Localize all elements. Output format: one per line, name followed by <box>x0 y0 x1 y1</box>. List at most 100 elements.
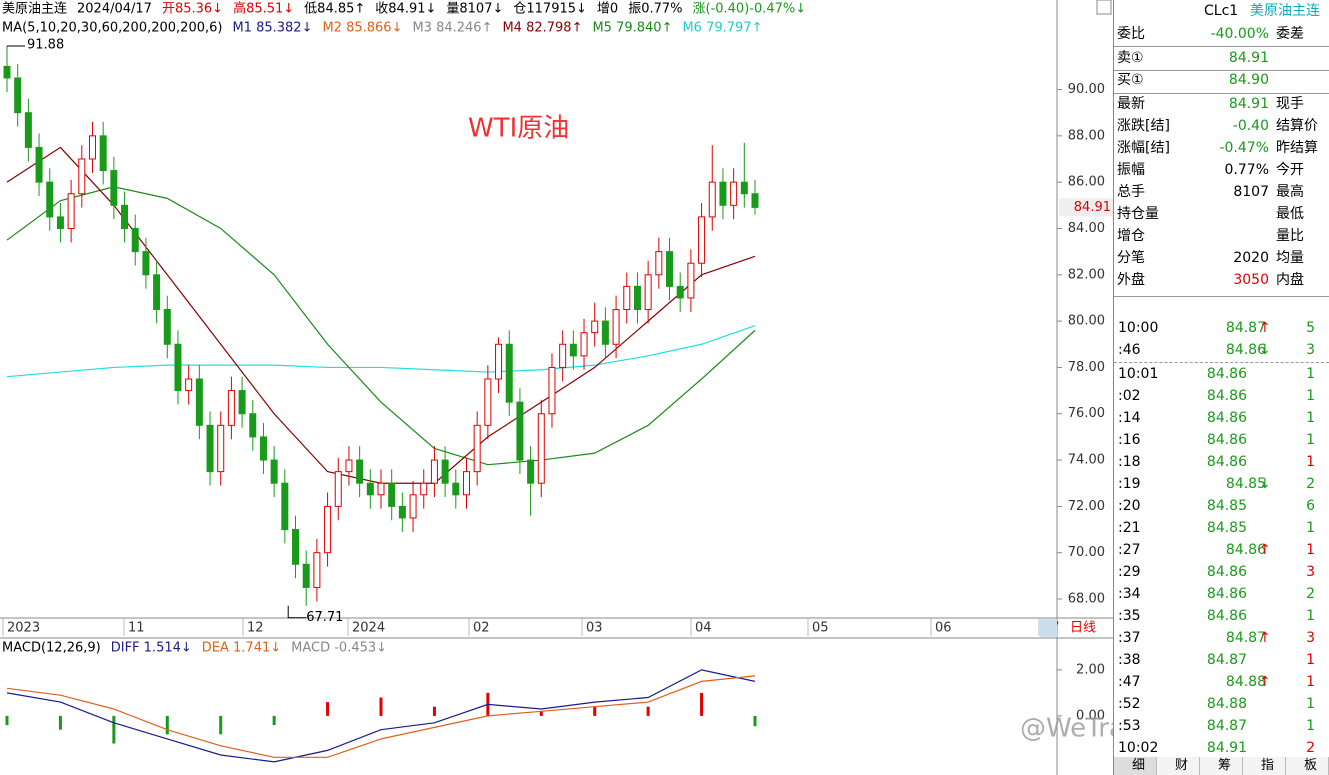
candle-body <box>430 459 438 484</box>
row-label: 持仓量 <box>1117 206 1159 222</box>
scroll-box <box>1096 0 1112 15</box>
candle-body <box>708 181 716 218</box>
trade-price: 84.86 <box>1225 542 1266 558</box>
trade-time: :14 <box>1118 410 1141 426</box>
candle-body <box>56 216 64 229</box>
candle-body <box>740 181 748 195</box>
row-value: 8107 <box>1233 184 1269 200</box>
candle-body <box>131 227 139 253</box>
row-label2: 昨结算 <box>1276 140 1318 156</box>
legend-text: M3 84.246↑ <box>412 21 492 36</box>
candle-body <box>238 390 246 415</box>
tab[interactable]: 指 <box>1243 757 1286 775</box>
watermark: @WeTrade众汇官方 <box>1020 714 1113 744</box>
separator <box>1114 70 1329 71</box>
x-tick-label: 2023 <box>7 621 40 636</box>
tab[interactable]: 筹 <box>1200 757 1243 775</box>
trade-price: 84.88 <box>1225 674 1266 690</box>
chart-title: WTI原油 <box>468 114 569 144</box>
candle-body <box>548 366 556 415</box>
trade-price: 84.87 <box>1225 320 1266 336</box>
trade-time: 10:02 <box>1118 740 1159 756</box>
candle-body <box>292 529 300 565</box>
y-tick-label: 84.00 <box>1068 221 1105 236</box>
row-label2: 最低 <box>1276 206 1304 222</box>
row-label2: 最高 <box>1276 184 1304 200</box>
high-label: 91.88 <box>27 37 64 52</box>
trade-time: :47 <box>1118 674 1141 690</box>
y-tick-label: 68.00 <box>1068 592 1105 607</box>
trade-price: 84.86 <box>1206 388 1247 404</box>
y-tick-label: 2.00 <box>1076 662 1105 677</box>
trade-time: :35 <box>1118 608 1141 624</box>
candle-body <box>35 146 43 183</box>
trade-time: :02 <box>1118 388 1141 404</box>
x-tick-label: 05 <box>812 621 829 636</box>
tab[interactable]: 财 <box>1157 757 1200 775</box>
row-value: 3050 <box>1233 272 1269 288</box>
x-tick-label: 06 <box>935 621 952 636</box>
trade-price: 84.86 <box>1206 432 1247 448</box>
candle-body <box>195 378 203 426</box>
candle-body <box>313 552 321 588</box>
legend-text: 低84.85↑ <box>304 2 365 17</box>
candle-body <box>516 401 524 461</box>
trade-time: :34 <box>1118 586 1141 602</box>
separator <box>1114 93 1329 94</box>
ma-line <box>6 325 756 378</box>
candle-body <box>217 424 225 473</box>
separator <box>1114 46 1329 47</box>
trade-time: :16 <box>1118 432 1141 448</box>
tab[interactable]: 板 <box>1286 757 1329 775</box>
candle-body <box>623 285 631 311</box>
row-label2: 现手 <box>1276 96 1304 112</box>
trade-volume: 5 <box>1306 320 1315 336</box>
row-label: 外盘 <box>1117 272 1145 288</box>
trade-time: 10:00 <box>1118 320 1159 336</box>
tab[interactable]: 细 <box>1114 757 1157 775</box>
candle-body <box>537 413 545 484</box>
trade-time: :53 <box>1118 718 1141 734</box>
candle-body <box>559 343 567 368</box>
trade-volume: 1 <box>1306 696 1315 712</box>
candle-body <box>67 193 75 229</box>
y-tick-label: 90.00 <box>1068 82 1105 97</box>
candle-body <box>612 309 620 345</box>
x-tick-label: 12 <box>247 621 264 636</box>
name: 美原油主连 <box>1250 3 1320 19</box>
legend-text: 量8107↓ <box>446 2 503 17</box>
trade-time: :21 <box>1118 520 1141 536</box>
ma-line <box>6 146 756 484</box>
trade-price: 84.86 <box>1206 410 1247 426</box>
trade-volume: 2 <box>1306 476 1315 492</box>
row-label2: 今开 <box>1276 162 1304 178</box>
trade-arrow: ↑ <box>1259 630 1271 646</box>
candle-body <box>259 436 267 461</box>
candle-body <box>185 378 193 392</box>
trade-volume: 1 <box>1306 366 1315 382</box>
trade-volume: 3 <box>1306 342 1315 358</box>
candle-body <box>153 274 161 311</box>
separator <box>1114 296 1329 297</box>
row-value: -0.47% <box>1219 140 1269 156</box>
candle-body <box>462 471 470 496</box>
x-tick-label: 03 <box>586 621 603 636</box>
candle-body <box>281 482 289 531</box>
trade-price: 84.86 <box>1206 608 1247 624</box>
trade-volume: 1 <box>1306 608 1315 624</box>
trade-volume: 1 <box>1306 520 1315 536</box>
row-label: 涨跌[结] <box>1117 118 1170 134</box>
row-label2: 委差 <box>1276 26 1304 42</box>
y-tick-label: 76.00 <box>1068 406 1105 421</box>
y-tick-label: 82.00 <box>1068 267 1105 282</box>
row-label2: 结算价 <box>1276 118 1318 134</box>
candle-body <box>163 309 171 345</box>
trade-time: :52 <box>1118 696 1141 712</box>
candle-body <box>644 274 652 311</box>
candle-body <box>527 459 535 484</box>
trade-volume: 2 <box>1306 586 1315 602</box>
trade-price: 84.88 <box>1206 696 1247 712</box>
candle-body <box>505 343 513 403</box>
row-value: 84.90 <box>1228 72 1269 88</box>
